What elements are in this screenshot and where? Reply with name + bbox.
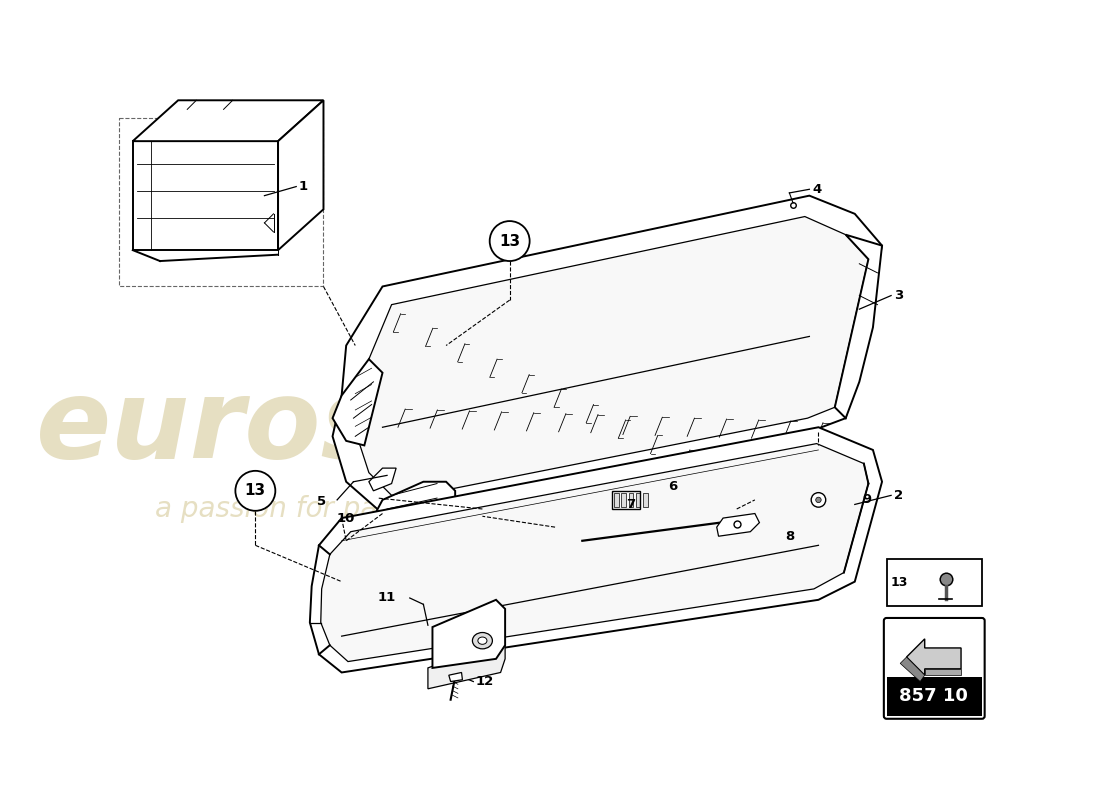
Polygon shape xyxy=(133,100,323,141)
Text: 4: 4 xyxy=(812,182,822,196)
Bar xyxy=(138,146,146,153)
FancyBboxPatch shape xyxy=(883,618,984,718)
Bar xyxy=(636,493,640,507)
Polygon shape xyxy=(332,359,383,446)
Text: 11: 11 xyxy=(378,591,396,605)
Text: 6: 6 xyxy=(668,480,676,493)
Polygon shape xyxy=(900,657,925,682)
Polygon shape xyxy=(310,427,882,673)
Polygon shape xyxy=(321,443,868,662)
Text: 10: 10 xyxy=(337,511,355,525)
Text: 5: 5 xyxy=(317,495,327,508)
Polygon shape xyxy=(717,514,759,536)
Ellipse shape xyxy=(477,637,487,644)
Text: 857 10: 857 10 xyxy=(900,687,968,705)
Polygon shape xyxy=(332,196,882,514)
Bar xyxy=(613,491,639,509)
Bar xyxy=(644,493,648,507)
Text: 13: 13 xyxy=(891,576,908,589)
Circle shape xyxy=(490,221,529,261)
Polygon shape xyxy=(906,639,961,675)
Polygon shape xyxy=(375,482,455,546)
Polygon shape xyxy=(925,669,961,675)
Text: 8: 8 xyxy=(784,530,794,542)
Bar xyxy=(628,493,634,507)
Circle shape xyxy=(811,493,826,507)
Polygon shape xyxy=(358,217,868,500)
Bar xyxy=(399,516,415,526)
Text: 2: 2 xyxy=(894,489,903,502)
Circle shape xyxy=(235,471,275,511)
Text: 13: 13 xyxy=(499,234,520,249)
Text: 3: 3 xyxy=(894,289,903,302)
Polygon shape xyxy=(835,234,882,418)
Text: 7: 7 xyxy=(626,498,635,511)
Polygon shape xyxy=(449,673,462,682)
Polygon shape xyxy=(432,600,505,668)
Text: a passion for parts since 1985: a passion for parts since 1985 xyxy=(154,495,574,523)
Bar xyxy=(887,559,982,606)
Polygon shape xyxy=(368,468,396,491)
Text: 13: 13 xyxy=(245,483,266,498)
Circle shape xyxy=(816,497,822,502)
Text: 9: 9 xyxy=(862,494,871,506)
Bar xyxy=(119,118,323,286)
Polygon shape xyxy=(278,100,323,250)
Bar xyxy=(621,493,626,507)
Text: eurospecs: eurospecs xyxy=(36,374,674,481)
Polygon shape xyxy=(428,641,505,689)
Bar xyxy=(399,503,415,513)
Bar xyxy=(160,146,169,153)
Text: 12: 12 xyxy=(475,675,494,688)
Text: 1: 1 xyxy=(299,180,308,193)
Bar xyxy=(887,677,982,716)
Ellipse shape xyxy=(472,633,493,649)
Bar xyxy=(614,493,618,507)
Polygon shape xyxy=(133,141,278,250)
